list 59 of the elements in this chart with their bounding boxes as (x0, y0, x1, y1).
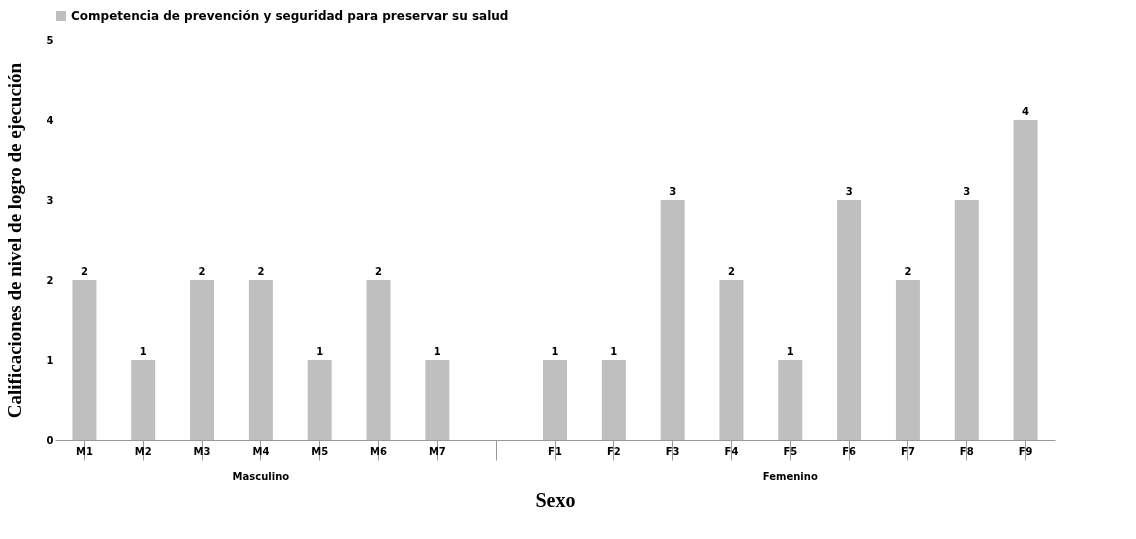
data-label: 1 (786, 346, 794, 357)
bar (837, 200, 862, 440)
data-label: 2 (904, 266, 912, 277)
bar (190, 280, 215, 440)
data-label: 1 (551, 346, 559, 357)
bar (719, 280, 744, 440)
data-label: 2 (198, 266, 206, 277)
x-tick-label: M4 (252, 445, 270, 457)
bar (72, 280, 97, 440)
x-tick-label: M3 (193, 445, 211, 457)
annotation: Masculino (232, 471, 290, 482)
x-tick-label: F8 (959, 445, 974, 457)
bar (425, 360, 450, 440)
x-tick-label: F4 (724, 445, 739, 457)
y-tick-label: 4 (46, 114, 54, 126)
x-tick-label: F1 (548, 445, 562, 457)
x-tick-label: F7 (901, 445, 915, 457)
bar (1013, 120, 1038, 440)
x-tick-label: M1 (75, 445, 93, 457)
bar (248, 280, 273, 440)
x-tick-label: F2 (606, 445, 621, 457)
x-tick-label: M7 (428, 445, 446, 457)
y-tick-label: 1 (46, 354, 54, 366)
data-label: 2 (375, 266, 383, 277)
y-tick-label: 5 (46, 34, 54, 46)
data-label: 2 (80, 266, 88, 277)
data-label: 2 (727, 266, 735, 277)
bar (543, 360, 567, 440)
bar (895, 280, 920, 440)
data-label: 3 (845, 186, 853, 197)
data-label: 2 (257, 266, 265, 277)
data-label: 1 (316, 346, 324, 357)
data-label: 1 (433, 346, 441, 357)
x-tick-label: F3 (665, 445, 680, 457)
x-tick-label: M2 (134, 445, 152, 457)
y-tick-label: 0 (46, 434, 54, 446)
annotation: Femenino (762, 471, 818, 482)
data-label: 3 (963, 186, 971, 197)
bar (307, 360, 332, 440)
bar (954, 200, 979, 440)
bar (778, 360, 803, 440)
bar (660, 200, 685, 440)
y-axis-title: Calificaciones de nivel de logro de ejecución (3, 62, 25, 419)
x-tick-label: F6 (842, 445, 857, 457)
legend-label: Competencia de prevención y seguridad para preservar su salud (71, 9, 509, 23)
data-label: 1 (139, 346, 147, 357)
x-tick-label: F5 (783, 445, 798, 457)
x-axis-title: Sexo (535, 489, 576, 511)
bar (366, 280, 391, 440)
data-label: 3 (669, 186, 677, 197)
data-label: 4 (1022, 106, 1030, 117)
bar (601, 360, 626, 440)
x-tick-label: F9 (1018, 445, 1033, 457)
x-tick-label: M5 (311, 445, 329, 457)
x-tick-label: M6 (370, 445, 388, 457)
data-label: 1 (610, 346, 618, 357)
bar (131, 360, 156, 440)
y-tick-label: 3 (46, 194, 54, 206)
y-tick-label: 2 (46, 274, 54, 286)
